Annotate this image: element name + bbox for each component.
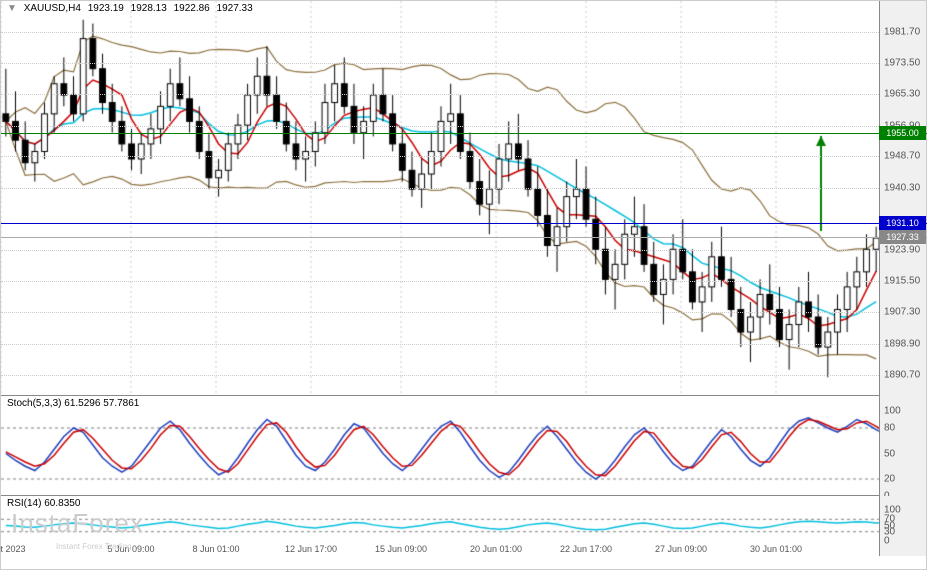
- x-tick: 20 Jun 01:00: [470, 544, 522, 554]
- horizontal-line: [1, 237, 927, 238]
- x-axis: 24 Oct 20235 Jun 09:008 Jun 01:0012 Jun …: [1, 541, 881, 556]
- y-tick: 1965.30: [884, 88, 920, 99]
- y-tick: 1973.50: [884, 58, 920, 69]
- ohlc-2: 1928.13: [131, 3, 167, 14]
- y-tick: 1948.70: [884, 151, 920, 162]
- stoch-label: Stoch(5,3,3) 61.5296 57.7861: [7, 398, 139, 409]
- ohlc-3: 1922.86: [174, 3, 210, 14]
- price-tag: 1927.33: [879, 230, 926, 244]
- horizontal-line: [1, 133, 927, 134]
- y-tick: 1907.30: [884, 307, 920, 318]
- symbol: XAUUSD,H4: [24, 3, 81, 14]
- y-tick: 80: [884, 423, 895, 434]
- watermark-sub: Instant Forex Trading: [56, 542, 132, 551]
- x-tick: 30 Jun 01:00: [750, 544, 802, 554]
- price-tag: 1955.00: [879, 126, 926, 140]
- price-y-axis: 1981.701973.501965.301956.901948.701940.…: [879, 1, 926, 396]
- stoch-canvas: [1, 396, 881, 496]
- ohlc-1: 1923.19: [88, 3, 124, 14]
- x-tick: 15 Jun 09:00: [375, 544, 427, 554]
- price-canvas: [1, 1, 881, 396]
- price-tag: 1931.10: [879, 216, 926, 230]
- y-tick: 1923.90: [884, 244, 920, 255]
- y-tick: 1915.50: [884, 276, 920, 287]
- y-tick: 1898.90: [884, 338, 920, 349]
- watermark: InstaForex: [11, 508, 144, 539]
- y-tick: 1981.70: [884, 27, 920, 38]
- x-tick: 27 Jun 09:00: [655, 544, 707, 554]
- y-tick: 1940.30: [884, 182, 920, 193]
- y-tick: 0: [884, 536, 890, 547]
- ohlc-4: 1927.33: [217, 3, 253, 14]
- price-panel[interactable]: [1, 1, 881, 396]
- y-tick: 20: [884, 474, 895, 485]
- y-tick: 50: [884, 448, 895, 459]
- horizontal-line: [1, 223, 927, 224]
- stoch-y-axis: 1008050200: [879, 396, 926, 496]
- x-tick: 22 Jun 17:00: [560, 544, 612, 554]
- stoch-panel[interactable]: Stoch(5,3,3) 61.5296 57.7861: [1, 396, 881, 496]
- x-tick: 12 Jun 17:00: [285, 544, 337, 554]
- chart-container: ▼ XAUUSD,H4 1923.19 1928.13 1922.86 1927…: [0, 0, 927, 570]
- y-tick: 1890.70: [884, 369, 920, 380]
- x-tick: 24 Oct 2023: [0, 544, 26, 554]
- chart-header: ▼ XAUUSD,H4 1923.19 1928.13 1922.86 1927…: [7, 3, 257, 14]
- rsi-label: RSI(14) 60.8350: [7, 498, 80, 509]
- rsi-y-axis: 1007050300: [879, 496, 926, 556]
- x-tick: 8 Jun 01:00: [192, 544, 239, 554]
- y-tick: 100: [884, 406, 901, 417]
